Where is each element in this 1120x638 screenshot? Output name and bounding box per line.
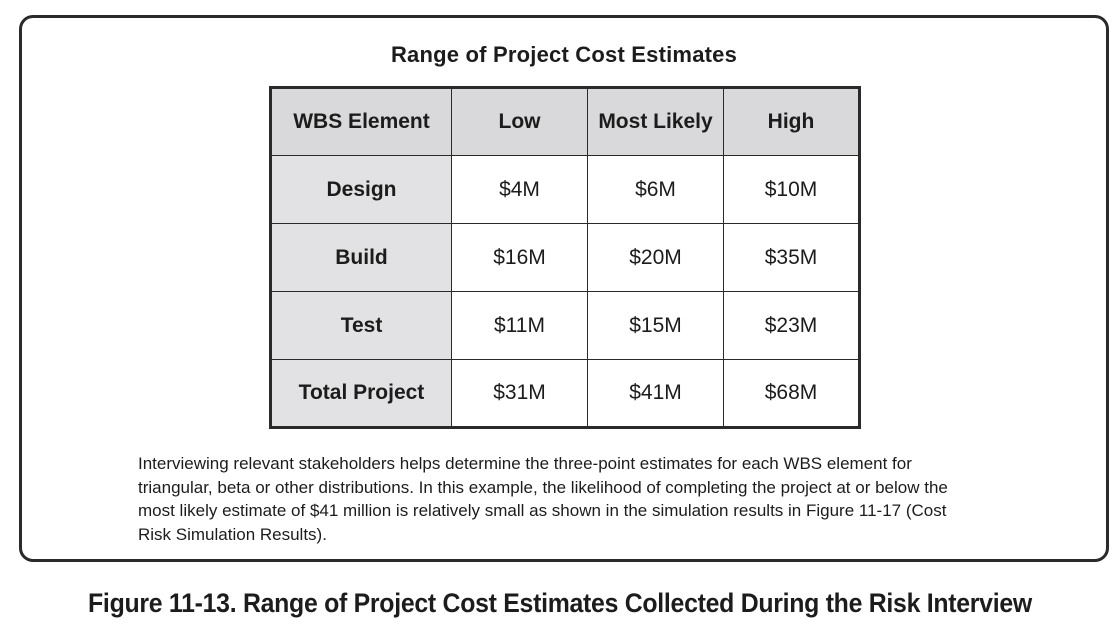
cell-low: $4M (451, 155, 588, 224)
cell-high: $68M (723, 359, 860, 428)
cell-most-likely: $41M (587, 359, 724, 428)
cell-most-likely: $6M (587, 155, 724, 224)
table-row: Total Project $31M $41M $68M (270, 359, 860, 428)
table-row: Design $4M $6M $10M (270, 155, 860, 224)
estimates-table-wrapper: WBS Element Low Most Likely High Design … (269, 86, 861, 429)
explanatory-text: Interviewing relevant stakeholders helps… (138, 454, 948, 544)
cell-low: $11M (451, 291, 588, 360)
cell-low: $16M (451, 223, 588, 292)
header-high: High (723, 87, 860, 156)
header-wbs-element: WBS Element (270, 87, 452, 156)
cell-low: $31M (451, 359, 588, 428)
table-header-row: WBS Element Low Most Likely High (270, 87, 860, 156)
row-label-test: Test (270, 291, 452, 360)
table-row: Test $11M $15M $23M (270, 291, 860, 360)
cell-most-likely: $15M (587, 291, 724, 360)
row-label-total-project: Total Project (270, 359, 452, 428)
box-title: Range of Project Cost Estimates (390, 42, 738, 67)
cell-high: $10M (723, 155, 860, 224)
figure-caption: Figure 11-13. Range of Project Cost Esti… (88, 588, 1032, 618)
header-most-likely: Most Likely (587, 87, 724, 156)
row-label-design: Design (270, 155, 452, 224)
header-low: Low (451, 87, 588, 156)
cell-high: $23M (723, 291, 860, 360)
cell-high: $35M (723, 223, 860, 292)
table-row: Build $16M $20M $35M (270, 223, 860, 292)
figure-frame: Range of Project Cost Estimates WBS Elem… (19, 15, 1109, 562)
cell-most-likely: $20M (587, 223, 724, 292)
row-label-build: Build (270, 223, 452, 292)
cost-estimates-table: WBS Element Low Most Likely High Design … (269, 86, 861, 429)
